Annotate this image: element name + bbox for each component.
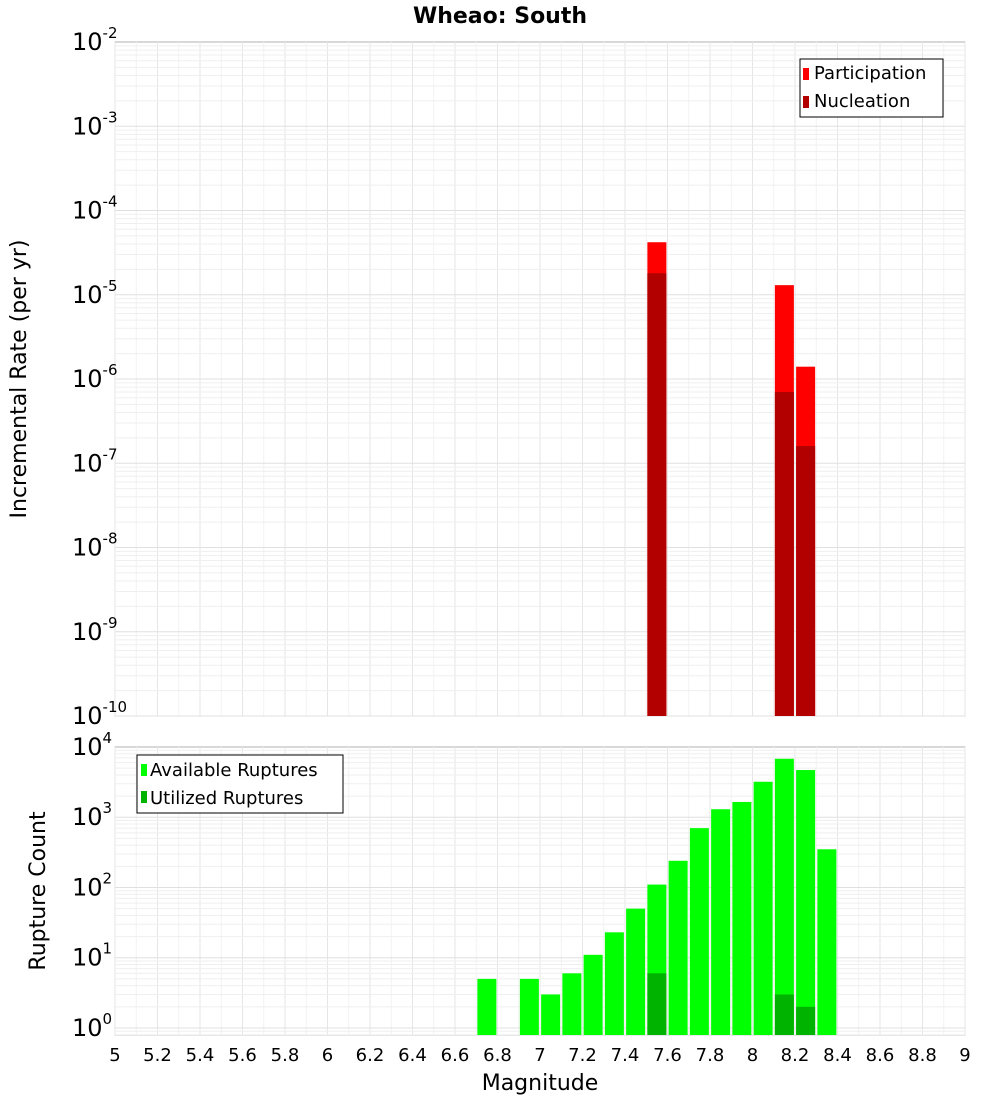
x-tick-label: 5.4 xyxy=(186,1045,215,1066)
x-tick-label: 7.6 xyxy=(653,1045,682,1066)
x-tick-label: 8.8 xyxy=(908,1045,937,1066)
count-utilized-ruptures-bar xyxy=(774,994,794,1035)
legend-available: Available Ruptures xyxy=(150,760,318,781)
x-tick-label: 5.6 xyxy=(228,1045,257,1066)
count-y-axis-label: Rupture Count xyxy=(26,811,51,971)
rate-y-tick-label: 10-3 xyxy=(72,108,118,140)
chart-title: Wheao: South xyxy=(413,4,587,29)
rate-panel: 10-10 10-9 10-8 10-7 10-6 10-5 10-4 10-3 10-2 In… xyxy=(7,24,966,730)
count-y-tick-label: 104 xyxy=(72,729,112,761)
count-y-tick-label: 100 xyxy=(72,1010,112,1042)
rate-y-ticks: 10-10 10-9 10-8 10-7 10-6 10-5 10-4 10-3 10-2 xyxy=(72,24,127,730)
rate-y-tick-label: 10-10 xyxy=(72,698,127,730)
x-tick-label: 6.2 xyxy=(356,1045,385,1066)
count-available-ruptures-bar xyxy=(562,973,582,1035)
legend-participation: Participation xyxy=(814,63,926,84)
count-available-ruptures-bar xyxy=(519,978,539,1035)
participation-swatch xyxy=(803,68,809,80)
count-available-ruptures-bar xyxy=(817,849,837,1035)
rate-y-tick-label: 10-4 xyxy=(72,193,118,225)
rate-nucleation-bar xyxy=(774,392,794,716)
rate-y-axis-label: Incremental Rate (per yr) xyxy=(7,240,32,519)
count-panel: 100 101 102 103 104 5 5.2 5.4 5.6 5.8 6 6.2 6.4 6.6 6… xyxy=(26,729,971,1096)
legend-nucleation: Nucleation xyxy=(814,91,910,112)
x-tick-label: 5.8 xyxy=(271,1045,300,1066)
count-utilized-ruptures-bar xyxy=(796,1006,816,1035)
count-available-ruptures-bar xyxy=(753,781,773,1035)
count-y-ticks: 100 101 102 103 104 xyxy=(72,729,112,1042)
x-tick-label: 7.2 xyxy=(568,1045,597,1066)
nucleation-swatch xyxy=(803,96,809,108)
x-axis-label: Magnitude xyxy=(482,1071,599,1096)
x-tick-label: 7 xyxy=(534,1045,545,1066)
x-tick-label: 8 xyxy=(747,1045,758,1066)
count-available-ruptures-bar xyxy=(732,801,752,1035)
rate-y-tick-label: 10-8 xyxy=(72,530,118,562)
x-tick-label: 8.6 xyxy=(866,1045,895,1066)
rate-y-tick-label: 10-2 xyxy=(72,24,118,56)
rate-legend: Participation Nucleation xyxy=(799,58,944,118)
rate-y-tick-label: 10-6 xyxy=(72,361,118,393)
count-available-ruptures-bar xyxy=(626,908,646,1035)
count-bars xyxy=(477,758,837,1035)
rate-y-tick-label: 10-7 xyxy=(72,445,118,477)
count-legend-box xyxy=(136,754,344,814)
count-legend: Available Ruptures Utilized Ruptures xyxy=(136,754,344,814)
count-available-ruptures-bar xyxy=(711,809,731,1035)
rate-bars xyxy=(647,242,816,716)
count-utilized-ruptures-bar xyxy=(647,973,667,1035)
x-tick-label: 6.6 xyxy=(441,1045,470,1066)
x-tick-label: 5 xyxy=(109,1045,120,1066)
available-swatch xyxy=(141,764,147,776)
count-available-ruptures-bar xyxy=(477,978,497,1035)
x-tick-label: 8.4 xyxy=(823,1045,852,1066)
x-tick-label: 8.2 xyxy=(781,1045,810,1066)
x-tick-labels: 5 5.2 5.4 5.6 5.8 6 6.2 6.4 6.6 6.8 7 7.2 7.4 7.6 7.8 8… xyxy=(109,1045,970,1066)
x-tick-label: 9 xyxy=(959,1045,970,1066)
x-tick-label: 6 xyxy=(322,1045,333,1066)
utilized-swatch xyxy=(141,791,147,803)
count-available-ruptures-bar xyxy=(689,828,709,1035)
count-available-ruptures-bar xyxy=(604,932,624,1035)
rate-y-tick-label: 10-9 xyxy=(72,614,118,646)
x-tick-label: 7.8 xyxy=(696,1045,725,1066)
count-y-tick-label: 102 xyxy=(72,869,112,901)
count-available-ruptures-bar xyxy=(774,758,794,1035)
x-tick-label: 7.4 xyxy=(611,1045,640,1066)
count-available-ruptures-bar xyxy=(583,954,603,1035)
x-tick-label: 6.8 xyxy=(483,1045,512,1066)
count-available-ruptures-bar xyxy=(668,860,688,1035)
count-available-ruptures-bar xyxy=(796,770,816,1035)
count-y-tick-label: 103 xyxy=(72,799,112,831)
rate-y-tick-label: 10-5 xyxy=(72,277,118,309)
rate-nucleation-bar xyxy=(647,273,667,716)
rate-grid xyxy=(114,42,966,717)
count-available-ruptures-bar xyxy=(541,994,561,1035)
x-tick-label: 5.2 xyxy=(143,1045,172,1066)
x-tick-label: 6.4 xyxy=(398,1045,427,1066)
legend-utilized: Utilized Ruptures xyxy=(150,788,303,809)
rate-nucleation-bar xyxy=(796,446,816,716)
count-y-tick-label: 101 xyxy=(72,940,112,972)
rate-legend-box xyxy=(799,58,944,118)
